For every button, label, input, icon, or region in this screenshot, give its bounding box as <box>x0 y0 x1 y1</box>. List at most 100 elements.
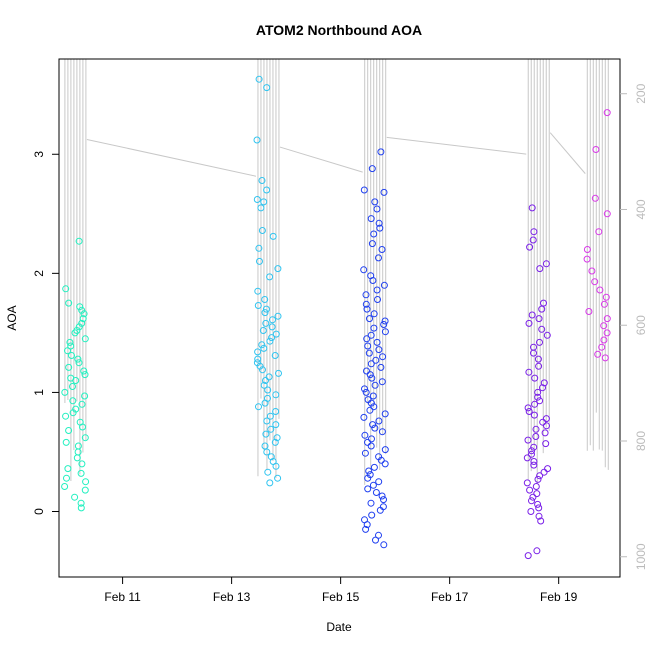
data-point <box>266 412 274 420</box>
data-point <box>380 188 388 196</box>
data-point <box>67 342 75 350</box>
data-point <box>271 352 279 359</box>
data-point <box>272 462 280 470</box>
data-point <box>530 411 538 419</box>
data-point <box>377 363 385 371</box>
data-point <box>81 371 89 379</box>
data-point <box>262 430 270 438</box>
data-point <box>536 338 543 346</box>
data-point <box>596 286 604 294</box>
x-tick-label: Feb 13 <box>213 590 251 604</box>
data-point <box>525 368 533 376</box>
data-point <box>534 388 542 396</box>
data-point <box>371 381 379 389</box>
data-point <box>360 186 368 194</box>
data-point <box>78 400 86 408</box>
data-point <box>71 493 79 501</box>
data-point <box>542 440 550 448</box>
x-tick-label: Feb 15 <box>322 590 360 604</box>
data-point <box>523 454 531 462</box>
data-point <box>81 434 89 442</box>
data-point <box>533 547 541 555</box>
data-point <box>263 448 271 456</box>
data-point <box>366 315 373 323</box>
data-point <box>528 450 535 458</box>
x-tick-label: Feb 19 <box>540 590 578 604</box>
data-point <box>368 435 375 443</box>
data-point <box>253 196 261 203</box>
data-point <box>380 496 387 504</box>
data-point <box>362 388 370 396</box>
data-point <box>380 321 388 328</box>
data-point <box>530 461 538 469</box>
data-point <box>530 228 538 236</box>
data-point <box>537 517 545 525</box>
data-point <box>368 240 376 248</box>
data-point <box>595 228 603 236</box>
data-point <box>365 349 373 357</box>
data-point <box>542 415 550 423</box>
data-point <box>540 379 548 387</box>
data-point <box>363 305 371 313</box>
data-point <box>538 325 546 333</box>
data-point <box>539 418 547 426</box>
data-point <box>79 315 87 323</box>
data-point <box>266 273 274 281</box>
data-point <box>369 277 377 284</box>
data-point <box>525 408 533 415</box>
data-point <box>69 397 77 405</box>
data-point <box>381 410 389 418</box>
data-point <box>271 438 279 446</box>
data-point <box>588 267 596 275</box>
data-point <box>530 349 537 357</box>
data-point <box>381 460 389 468</box>
data-point <box>381 446 389 454</box>
data-point <box>540 468 548 476</box>
pressure-line <box>86 138 257 177</box>
data-point <box>594 350 602 358</box>
data-point <box>63 474 70 482</box>
data-point <box>262 305 270 313</box>
data-point <box>254 355 262 363</box>
data-point <box>264 386 272 394</box>
pressure-line <box>279 146 363 173</box>
data-point <box>370 463 378 471</box>
data-point <box>367 360 375 368</box>
data-point <box>379 353 387 361</box>
data-point <box>255 75 263 83</box>
data-point <box>364 485 372 493</box>
data-point <box>264 468 272 476</box>
data-point <box>367 331 375 339</box>
data-point <box>274 265 282 273</box>
data-point <box>534 475 542 483</box>
data-point <box>585 308 593 315</box>
data-point <box>535 315 543 323</box>
data-point <box>64 465 72 473</box>
data-point <box>381 317 389 325</box>
data-point <box>381 328 389 336</box>
data-point <box>372 489 380 496</box>
data-point <box>603 210 611 218</box>
data-point <box>362 291 370 299</box>
data-point <box>600 300 608 308</box>
data-point <box>369 392 377 400</box>
data-point <box>362 525 370 533</box>
y-tick-label: 3 <box>32 151 46 158</box>
data-point <box>525 319 533 327</box>
data-point <box>376 506 384 514</box>
data-point <box>62 438 70 446</box>
data-point <box>539 384 546 392</box>
data-point <box>528 447 536 455</box>
right-tick-label: 600 <box>634 315 648 335</box>
data-point <box>583 246 591 253</box>
data-point <box>377 456 385 464</box>
data-point <box>363 335 371 343</box>
data-point <box>369 481 377 489</box>
data-point <box>370 324 378 332</box>
data-point <box>602 293 610 301</box>
data-point <box>377 148 385 156</box>
data-point <box>533 490 541 498</box>
data-point <box>528 497 535 505</box>
data-point <box>254 302 262 309</box>
